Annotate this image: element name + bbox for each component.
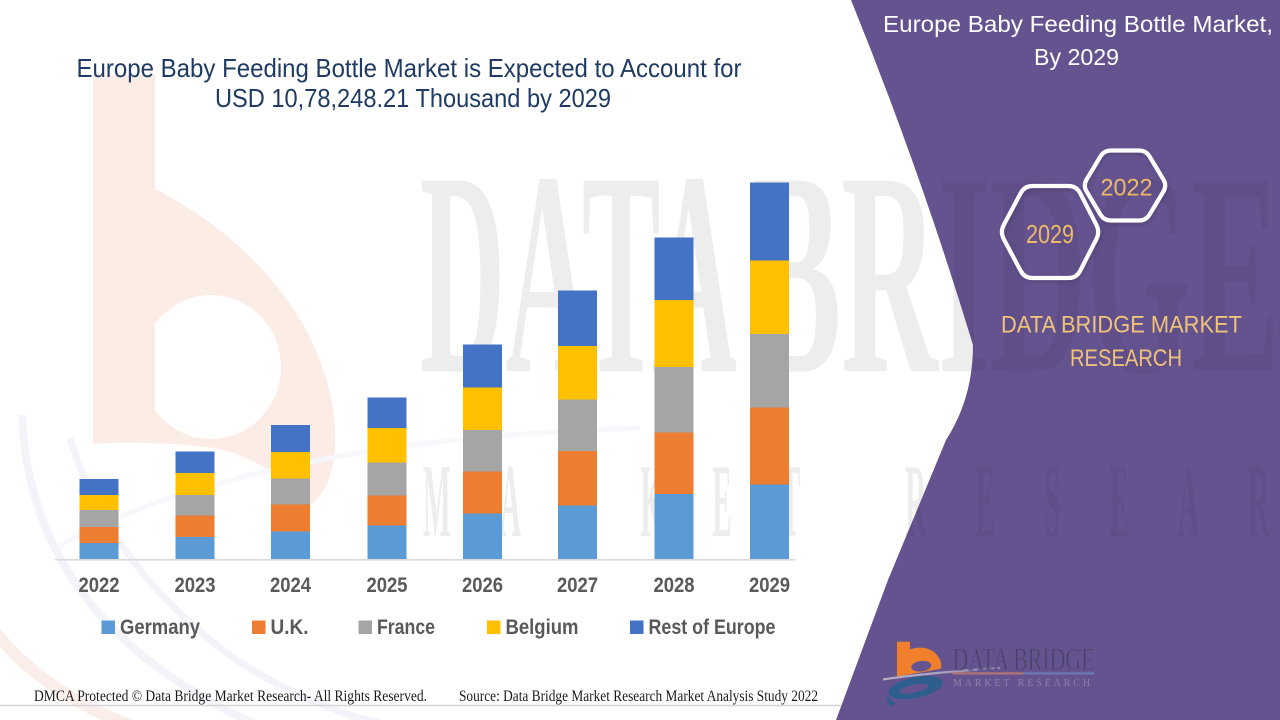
svg-text:Belgium: Belgium xyxy=(506,616,579,639)
svg-text:RESEARCH: RESEARCH xyxy=(1070,345,1182,372)
svg-text:U.K.: U.K. xyxy=(271,616,309,639)
svg-text:MARKET RESEARCH: MARKET RESEARCH xyxy=(953,678,1093,689)
svg-text:2022: 2022 xyxy=(1101,175,1153,202)
svg-text:2029: 2029 xyxy=(1026,219,1074,249)
svg-text:2029: 2029 xyxy=(749,574,790,597)
svg-text:2026: 2026 xyxy=(462,574,503,597)
svg-text:2025: 2025 xyxy=(367,574,408,597)
svg-text:DATA BRIDGE MARKET: DATA BRIDGE MARKET xyxy=(1001,312,1242,339)
svg-text:2022: 2022 xyxy=(79,574,120,597)
svg-text:Germany: Germany xyxy=(120,616,200,639)
svg-text:Europe Baby Feeding Bottle Mar: Europe Baby Feeding Bottle Market is Exp… xyxy=(77,53,742,83)
svg-text:2024: 2024 xyxy=(270,574,311,597)
svg-text:2028: 2028 xyxy=(654,574,695,597)
svg-text:Europe Baby Feeding Bottle Mar: Europe Baby Feeding Bottle Market, xyxy=(883,11,1273,37)
svg-text:DMCA Protected © Data Bridge M: DMCA Protected © Data Bridge Market Rese… xyxy=(34,688,427,705)
svg-text:2023: 2023 xyxy=(175,574,216,597)
svg-text:2027: 2027 xyxy=(557,574,598,597)
svg-text:Rest of Europe: Rest of Europe xyxy=(649,616,776,639)
svg-text:USD 10,78,248.21 Thousand by 2: USD 10,78,248.21 Thousand by 2029 xyxy=(215,83,611,113)
svg-text:Source: Data Bridge Market Res: Source: Data Bridge Market Research Mark… xyxy=(459,688,818,705)
svg-text:France: France xyxy=(377,616,435,639)
svg-text:By 2029: By 2029 xyxy=(1034,44,1119,70)
